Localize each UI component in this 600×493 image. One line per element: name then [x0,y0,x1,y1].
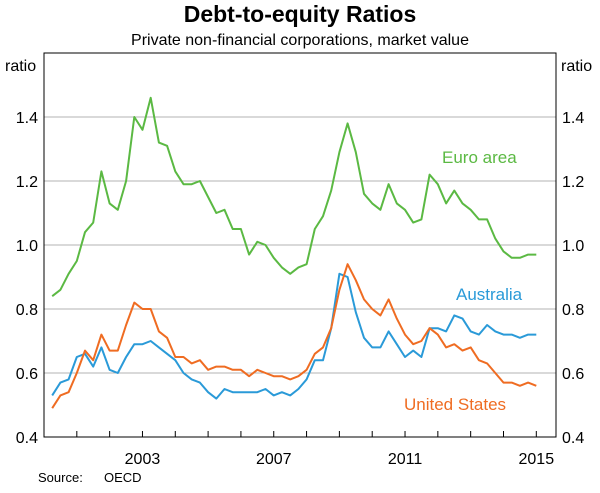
series-label-euro-area: Euro area [442,148,517,167]
source-value: OECD [104,470,142,485]
source-label: Source: [38,470,83,485]
x-tick-2003: 2003 [125,451,161,468]
series-line-euro-area [51,96,537,297]
y-tick-left-0.4: 0.4 [16,430,38,447]
y-tick-right-0.4: 0.4 [562,430,584,447]
series-line-united-states [51,263,537,409]
y-tick-left-1.2: 1.2 [16,174,38,191]
y-tick-right-0.6: 0.6 [562,366,584,383]
chart-subtitle: Private non-financial corporations, mark… [131,32,469,49]
series-lines [51,96,537,409]
y-axis-left-unit: ratio [5,58,36,75]
x-tick-2007: 2007 [256,451,292,468]
y-tick-left-1.0: 1.0 [16,238,38,255]
y-tick-left-0.6: 0.6 [16,366,38,383]
y-axis-right-unit: ratio [561,58,592,75]
series-label-australia: Australia [456,285,523,304]
chart-title: Debt-to-equity Ratios [184,1,417,27]
x-axis: 2003 2007 2011 2015 [43,431,555,468]
series-label-united-states: United States [404,395,506,414]
y-tick-right-0.8: 0.8 [562,302,584,319]
y-tick-right-1.2: 1.2 [562,174,584,191]
y-tick-right-1.4: 1.4 [562,110,584,127]
plot-frame [43,52,557,438]
y-axis-left: 0.4 0.6 0.8 1.0 1.2 1.4 [16,110,38,447]
series-line-australia [51,272,537,400]
y-tick-left-0.8: 0.8 [16,302,38,319]
x-tick-2011: 2011 [388,451,423,468]
y-tick-left-1.4: 1.4 [16,110,38,127]
y-axis-right: 0.4 0.6 0.8 1.0 1.2 1.4 [562,110,584,447]
x-tick-2015: 2015 [519,451,555,468]
y-tick-right-1.0: 1.0 [562,238,584,255]
gridlines [44,116,556,374]
